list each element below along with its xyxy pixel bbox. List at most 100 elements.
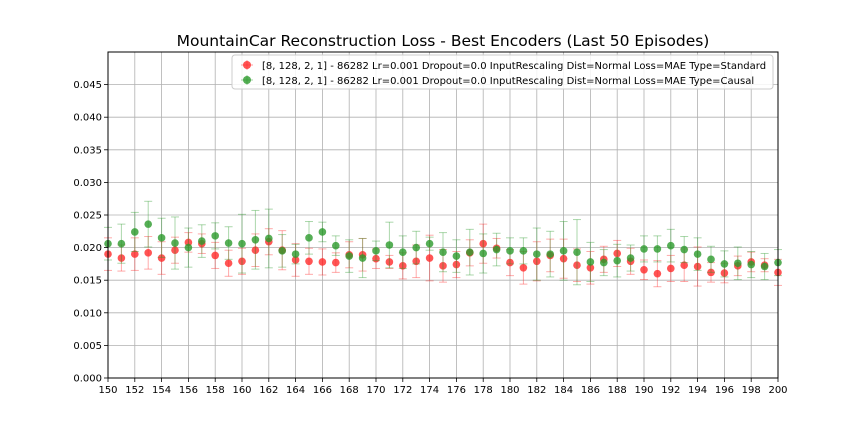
data-point [439, 248, 447, 256]
data-point [291, 250, 300, 258]
data-point [439, 262, 447, 270]
data-point [680, 261, 688, 270]
x-tick-label: 152 [125, 385, 144, 396]
series-1 [104, 200, 782, 286]
data-point [224, 259, 233, 268]
data-point [399, 262, 407, 270]
y-tick-label: 0.010 [73, 308, 102, 319]
data-point [211, 232, 219, 240]
data-point [559, 254, 568, 263]
x-tick-label: 166 [313, 385, 332, 396]
data-point [291, 256, 300, 264]
data-point [184, 238, 193, 247]
y-tick-label: 0.000 [73, 374, 102, 385]
data-point [693, 262, 702, 271]
x-tick-label: 150 [98, 385, 117, 396]
data-point [157, 234, 166, 242]
legend-label-standard: [8, 128, 2, 1] - 86282 Lr=0.001 Dropout=… [262, 61, 766, 72]
data-point [573, 261, 581, 270]
data-point [144, 249, 152, 257]
data-point [519, 264, 528, 272]
data-point [452, 260, 461, 269]
data-point [305, 257, 313, 266]
x-tick-label: 200 [768, 385, 787, 396]
data-point [707, 268, 715, 277]
data-point [653, 245, 662, 253]
data-point [117, 239, 126, 248]
data-point [171, 239, 179, 247]
legend-box [231, 54, 774, 90]
data-point [586, 258, 595, 266]
x-tick-label: 178 [474, 385, 493, 396]
data-point [680, 245, 688, 254]
data-point [600, 258, 608, 267]
data-point [385, 258, 394, 266]
data-point [251, 246, 260, 255]
data-point [452, 252, 461, 260]
data-point [171, 246, 179, 255]
data-point [613, 256, 621, 265]
y-tick-label: 0.035 [73, 145, 102, 156]
data-marks [104, 200, 782, 288]
legend-label-causal: [8, 128, 2, 1] - 86282 Lr=0.001 Dropout=… [262, 76, 754, 87]
data-point [613, 249, 621, 258]
data-point [278, 247, 287, 255]
data-point [667, 241, 675, 250]
data-point [747, 260, 755, 269]
y-tick-label: 0.020 [73, 243, 102, 254]
x-tick-label: 182 [527, 385, 546, 396]
data-point [184, 243, 193, 252]
data-point [412, 243, 421, 252]
data-point [533, 257, 541, 266]
legend: [8, 128, 2, 1] - 86282 Lr=0.001 Dropout=… [231, 54, 774, 90]
data-point [198, 237, 206, 245]
x-tick-label: 192 [661, 385, 680, 396]
data-point [372, 254, 380, 263]
data-point [305, 234, 313, 242]
data-point [144, 220, 152, 228]
axes: 150 152 154 156 158 160 162 164 166 168 170 172 174 1… [73, 80, 787, 396]
data-point [734, 259, 742, 268]
x-tick-label: 170 [366, 385, 385, 396]
data-point [640, 245, 648, 253]
y-tick-label: 0.005 [73, 341, 102, 352]
data-point [318, 228, 327, 236]
data-point [265, 234, 273, 243]
data-point [693, 250, 702, 258]
data-point [372, 247, 380, 255]
data-point [760, 262, 769, 271]
data-point [573, 248, 581, 256]
data-point [667, 264, 675, 273]
data-point [332, 258, 340, 267]
data-point [251, 235, 260, 244]
data-point [479, 249, 488, 258]
data-point [626, 254, 635, 262]
data-point [131, 250, 139, 258]
data-point [519, 247, 528, 255]
x-tick-label: 162 [259, 385, 278, 396]
x-tick-label: 176 [447, 385, 466, 396]
legend-entry-standard: [8, 128, 2, 1] - 86282 Lr=0.001 Dropout=… [241, 60, 766, 72]
data-point [131, 228, 139, 236]
data-point [224, 239, 233, 247]
data-point [492, 245, 501, 254]
x-tick-label: 180 [500, 385, 519, 396]
y-tick-label: 0.015 [73, 276, 102, 287]
legend-entry-causal: [8, 128, 2, 1] - 86282 Lr=0.001 Dropout=… [241, 75, 754, 87]
y-tick-label: 0.030 [73, 178, 102, 189]
x-tick-label: 194 [688, 385, 707, 396]
data-point [238, 239, 246, 248]
y-tick-label: 0.045 [73, 80, 102, 91]
data-point [385, 241, 394, 249]
data-point [238, 257, 246, 266]
data-point [332, 241, 340, 250]
x-tick-label: 190 [634, 385, 653, 396]
x-tick-label: 196 [715, 385, 734, 396]
data-point [559, 247, 568, 255]
data-point [720, 269, 729, 277]
legend-marker-causal [243, 76, 251, 84]
x-tick-label: 154 [152, 385, 171, 396]
data-point [117, 254, 126, 262]
data-point [506, 247, 514, 255]
